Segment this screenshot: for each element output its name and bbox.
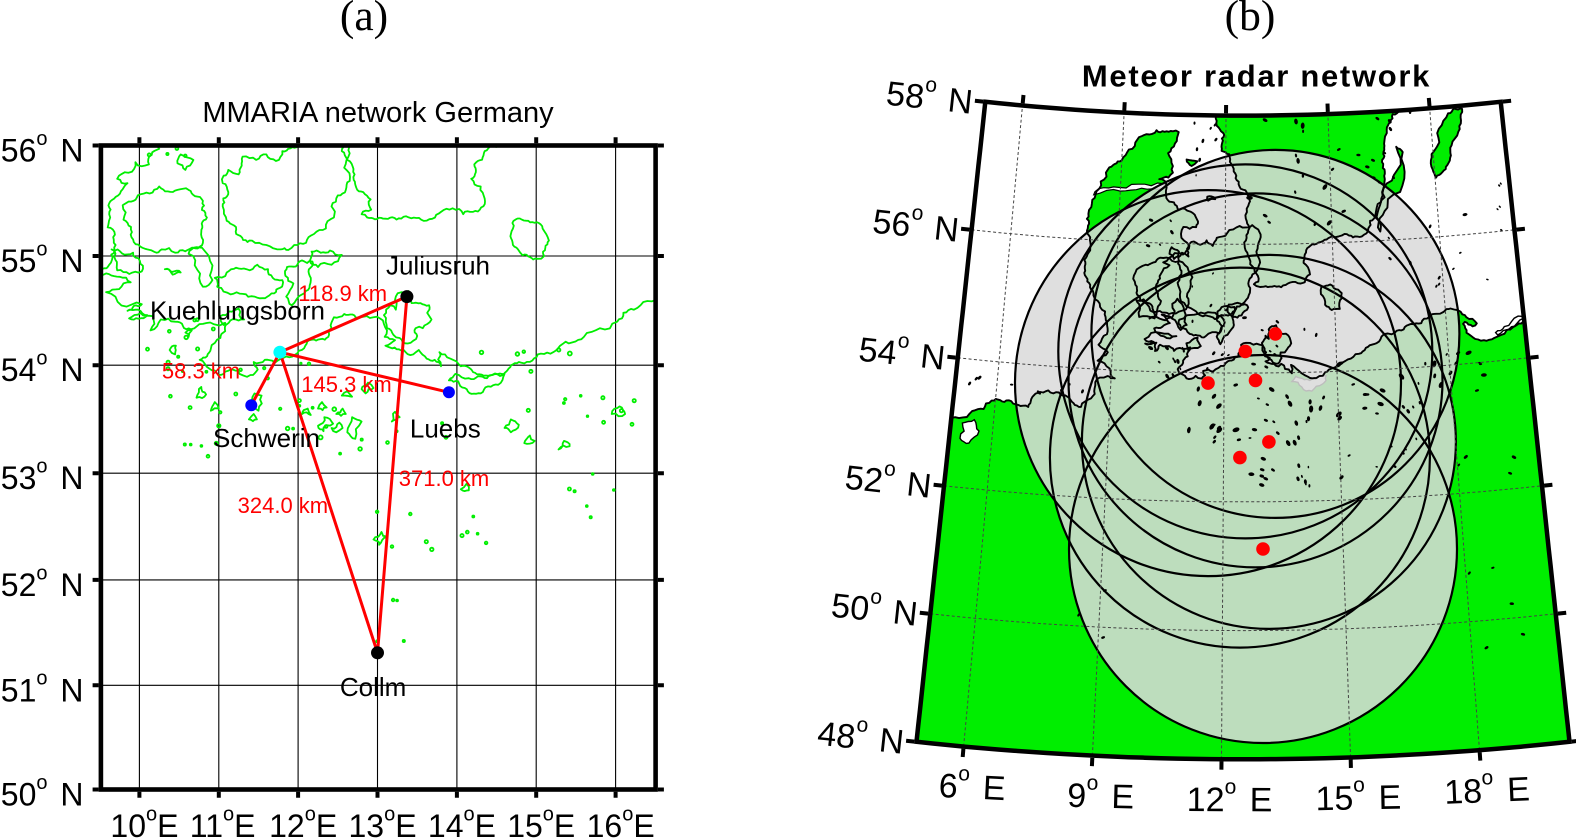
- svg-text:14oE: 14oE: [428, 803, 496, 838]
- svg-text:MMARIA network Germany: MMARIA network Germany: [202, 97, 554, 129]
- svg-text:Kuehlungsborn: Kuehlungsborn: [150, 295, 325, 325]
- svg-text:145.3 km: 145.3 km: [301, 372, 392, 397]
- svg-text:58.3 km: 58.3 km: [162, 359, 240, 384]
- svg-text:12o E: 12o E: [1187, 775, 1273, 819]
- svg-text:11oE: 11oE: [190, 803, 256, 838]
- svg-text:Meteor radar network: Meteor radar network: [1082, 59, 1431, 94]
- svg-text:(a): (a): [340, 0, 388, 40]
- svg-text:16oE: 16oE: [587, 803, 655, 838]
- svg-text:15oE: 15oE: [507, 803, 575, 838]
- svg-text:Luebs: Luebs: [410, 413, 481, 443]
- svg-text:56o N: 56o N: [1, 128, 84, 169]
- svg-text:55o N: 55o N: [1, 238, 84, 279]
- svg-text:324.0 km: 324.0 km: [238, 493, 329, 518]
- svg-text:371.0 km: 371.0 km: [399, 466, 490, 491]
- svg-text:51o N: 51o N: [1, 668, 84, 709]
- svg-text:10oE: 10oE: [110, 803, 178, 838]
- svg-text:18o E: 18o E: [1443, 765, 1530, 812]
- svg-text:Collm: Collm: [340, 672, 406, 702]
- svg-text:118.9 km: 118.9 km: [298, 281, 387, 306]
- svg-text:Schwerin: Schwerin: [213, 423, 320, 453]
- svg-text:54o N: 54o N: [1, 348, 84, 389]
- svg-text:Juliusruh: Juliusruh: [386, 251, 490, 281]
- svg-text:13oE: 13oE: [349, 803, 417, 838]
- svg-text:(b): (b): [1225, 0, 1276, 40]
- svg-text:12oE: 12oE: [269, 803, 337, 838]
